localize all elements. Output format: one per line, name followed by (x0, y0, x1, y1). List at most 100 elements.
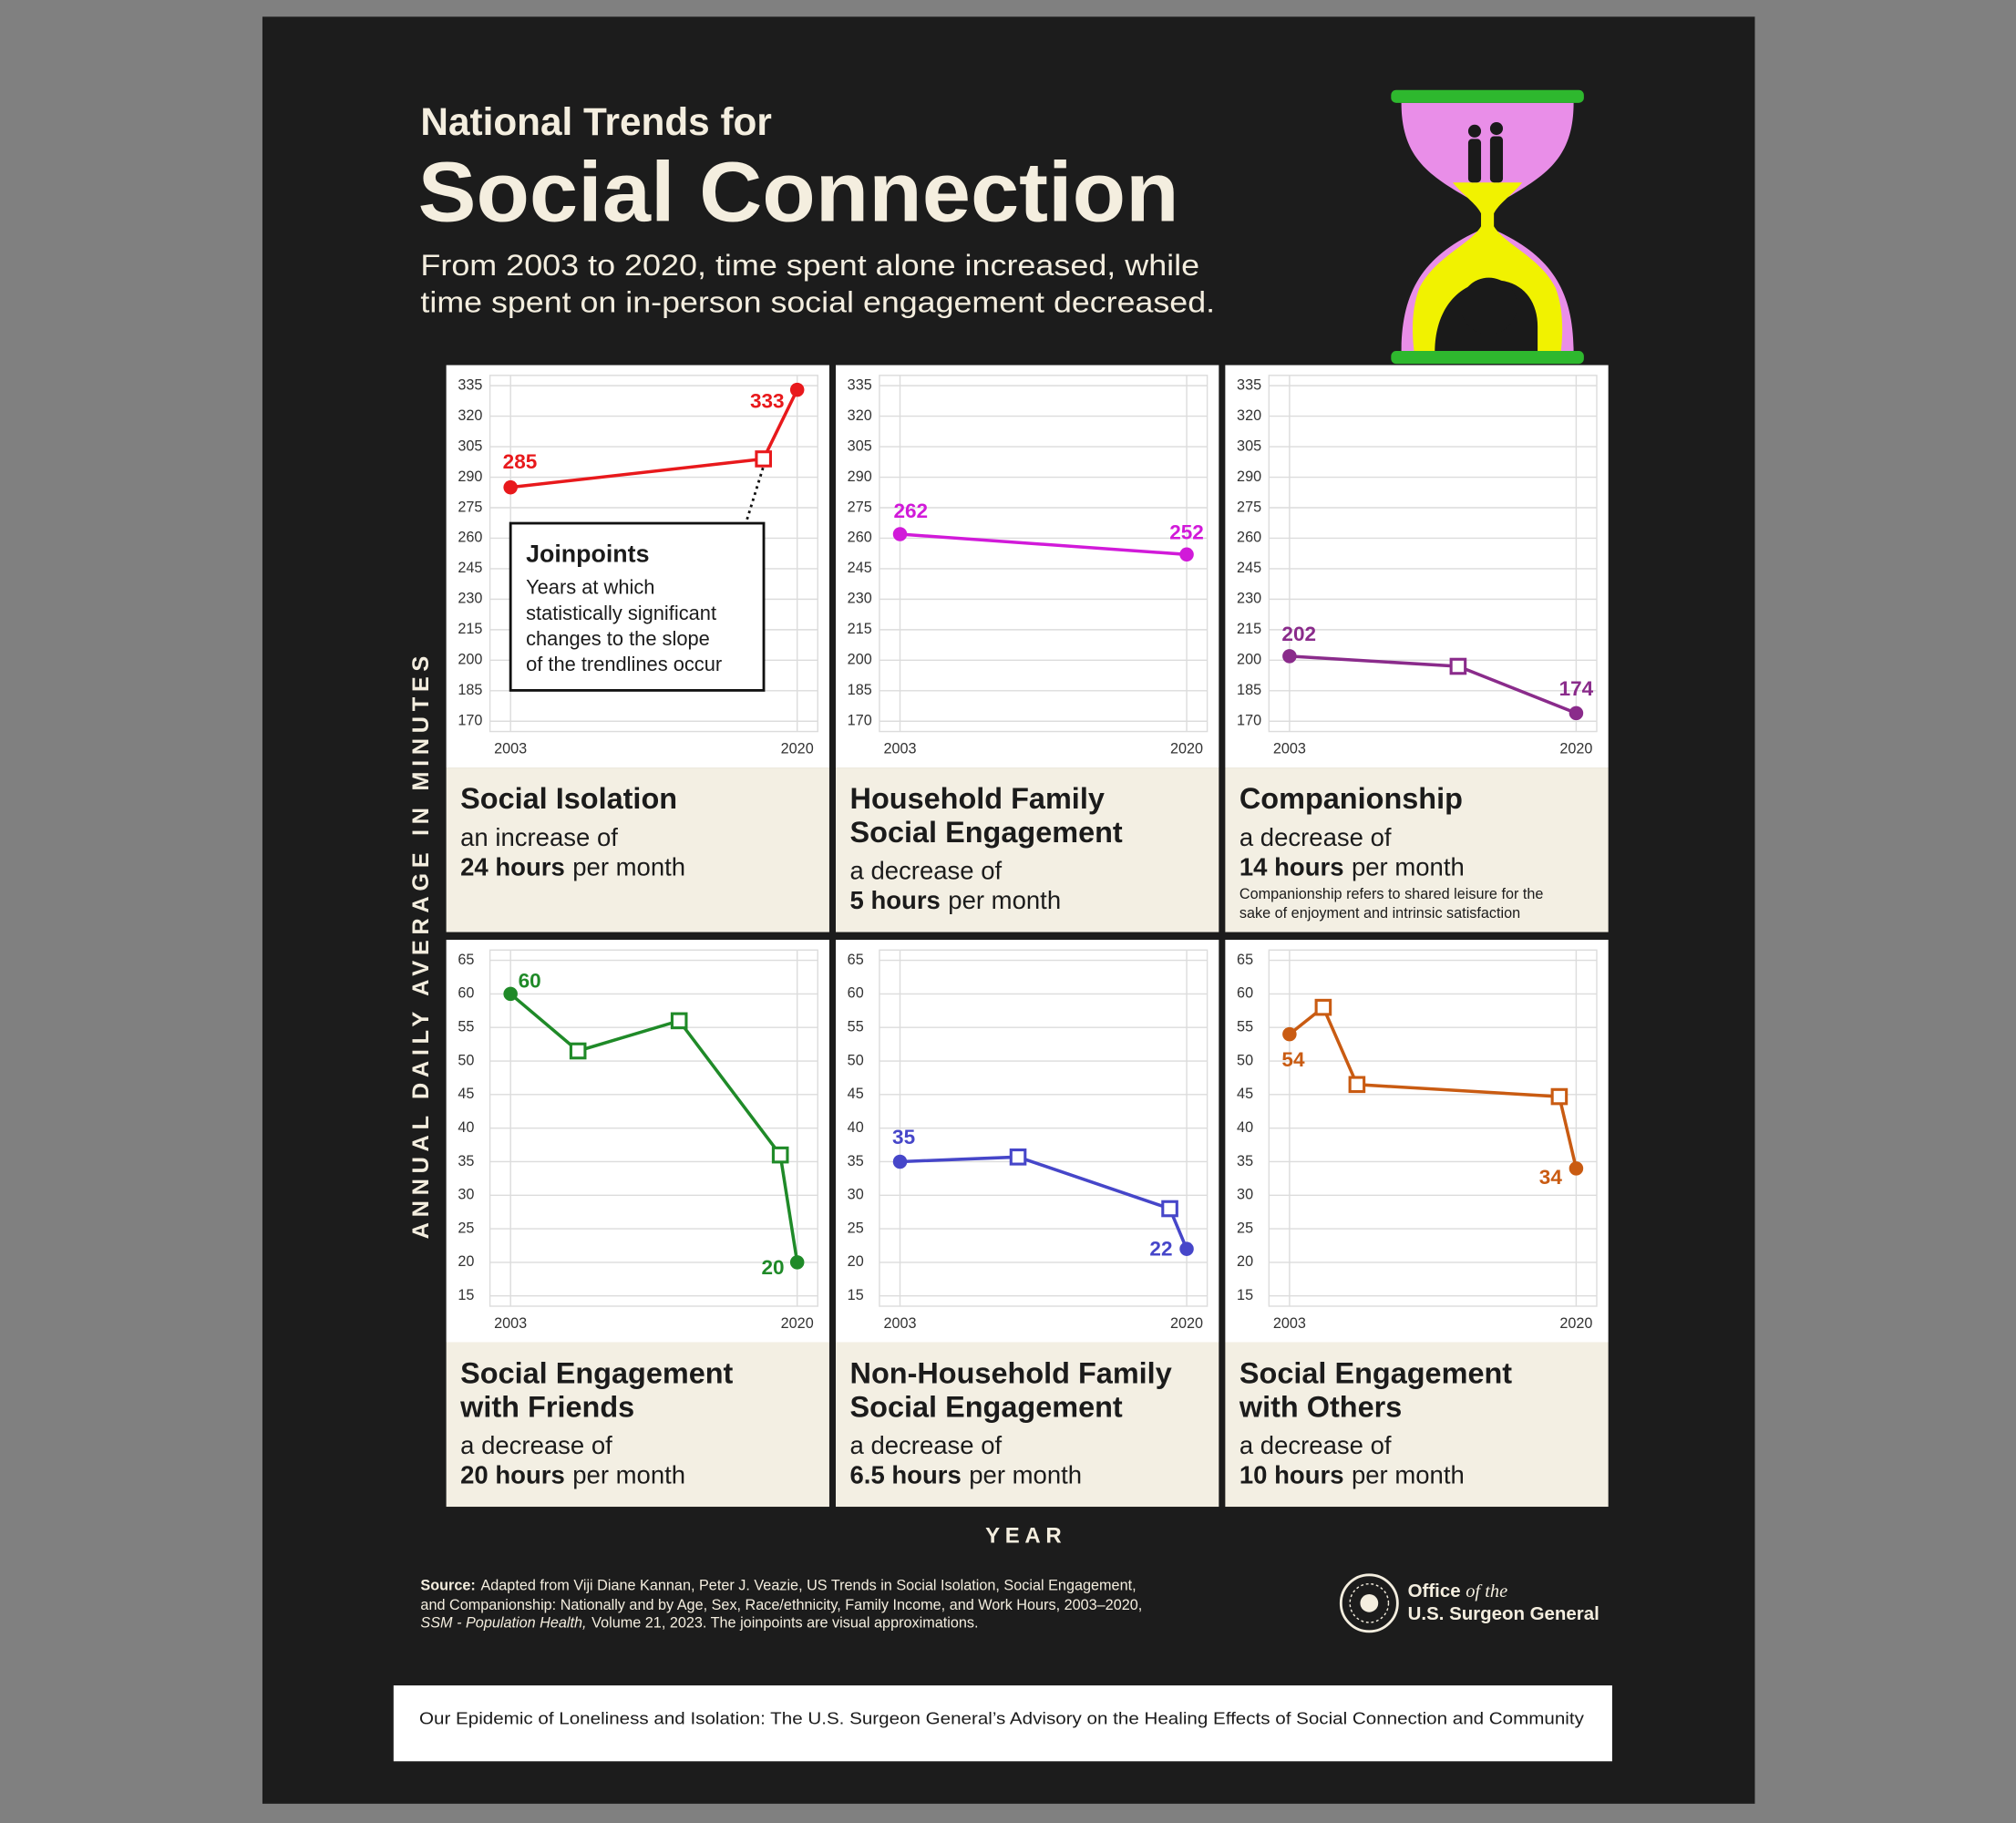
change-text: 6.5 hours per month (850, 1461, 1083, 1489)
source-line: and Companionship: Nationally and by Age… (420, 1597, 1142, 1613)
value-label: 252 (1169, 521, 1204, 544)
y-tick-label: 25 (1237, 1220, 1253, 1236)
y-tick-label: 230 (1237, 591, 1261, 607)
change-amount: 24 hours (460, 853, 565, 881)
y-tick-label: 320 (1237, 407, 1261, 424)
change-prefix: a decrease of (460, 1431, 612, 1459)
joinpoint-marker (755, 450, 772, 468)
value-label: 60 (519, 970, 541, 993)
x-axis-title: YEAR (985, 1524, 1066, 1549)
chart-panel: 15 20 25 30 35 40 45 50 55 60 65 2003 2020 54 34 Social… (1225, 940, 1609, 1508)
panel-title: with Others (1239, 1390, 1402, 1423)
chart-panel: 170 185 200 215 230 245 260 275 290 305 320 335 2003… (1225, 365, 1609, 932)
y-tick-label: 260 (1237, 530, 1261, 546)
y-tick-label: 305 (848, 438, 872, 454)
chart-panel: 15 20 25 30 35 40 45 50 55 60 65 2003 2020 35 22 Non-Ho… (836, 940, 1219, 1508)
x-tick-label: 2020 (781, 741, 814, 757)
value-label: 35 (892, 1126, 915, 1148)
value-label: 174 (1559, 677, 1594, 700)
y-tick-label: 230 (848, 591, 872, 607)
panel-title: Household Family (850, 782, 1105, 815)
value-label: 54 (1281, 1048, 1305, 1071)
change-prefix: a decrease of (850, 857, 1003, 885)
chart-panel: 15 20 25 30 35 40 45 50 55 60 65 2003 2020 60 20 Social… (446, 940, 829, 1508)
change-prefix: a decrease of (1239, 823, 1392, 851)
panel-title: Social Isolation (460, 782, 677, 815)
y-tick-label: 60 (848, 985, 864, 1002)
y-tick-label: 320 (848, 407, 872, 424)
y-tick-label: 200 (848, 652, 872, 668)
value-label: 22 (1149, 1238, 1172, 1261)
change-text: 5 hours per month (850, 886, 1062, 914)
y-tick-label: 25 (458, 1220, 474, 1236)
trend-line (900, 1155, 1188, 1250)
endpoint-marker (892, 1154, 908, 1169)
annotation-text: statistically significant (526, 602, 716, 624)
caption-background (1225, 1342, 1609, 1508)
y-tick-label: 185 (1237, 682, 1261, 698)
panel-title: with Friends (459, 1390, 634, 1423)
change-amount: 14 hours (1239, 853, 1344, 881)
joinpoint-marker (1314, 998, 1332, 1016)
endpoint-marker (1179, 1241, 1194, 1256)
joinpoint-marker (1550, 1087, 1569, 1106)
change-amount: 20 hours (460, 1461, 565, 1489)
x-tick-label: 2020 (1559, 741, 1592, 757)
y-tick-label: 40 (458, 1119, 474, 1136)
y-tick-label: 35 (458, 1153, 474, 1169)
x-tick-label: 2003 (883, 741, 916, 757)
endpoint-marker (1282, 1026, 1297, 1042)
y-tick-label: 45 (1237, 1086, 1253, 1102)
joinpoint-marker (1009, 1148, 1027, 1166)
value-label: 333 (750, 390, 785, 413)
y-tick-label: 200 (1237, 652, 1261, 668)
y-tick-label: 45 (848, 1086, 864, 1102)
change-text: 10 hours per month (1239, 1461, 1465, 1489)
endpoint-marker (892, 527, 908, 541)
plot-background (1225, 940, 1609, 1343)
change-prefix: a decrease of (850, 1431, 1003, 1459)
change-text: 20 hours per month (460, 1461, 685, 1489)
y-tick-label: 275 (848, 499, 872, 515)
y-tick-label: 290 (458, 469, 482, 485)
panel-title: Non-Household Family (850, 1357, 1172, 1390)
y-tick-label: 335 (458, 376, 482, 393)
y-tick-label: 170 (1237, 713, 1261, 729)
y-tick-label: 50 (848, 1052, 864, 1068)
x-tick-label: 2020 (781, 1315, 814, 1332)
source-journal: SSM - Population Health, (420, 1615, 586, 1632)
caption-background (836, 1342, 1219, 1508)
plot-frame (489, 375, 818, 733)
chart-grid: 1701852002152302452602752903053203352003… (446, 365, 1609, 1508)
endpoint-marker (503, 986, 518, 1002)
panel-note: Companionship refers to shared leisure f… (1239, 886, 1544, 902)
panel-title: Social Engagement (850, 1390, 1123, 1423)
y-tick-label: 170 (848, 713, 872, 729)
y-tick-label: 55 (1237, 1019, 1253, 1035)
source-text: Source: Adapted from Viji Diane Kannan, P… (420, 1578, 1136, 1594)
source-text: SSM - Population Health, Volume 21, 2023.… (420, 1615, 978, 1632)
x-tick-label: 2020 (1170, 741, 1203, 757)
y-tick-label: 305 (1237, 438, 1261, 454)
caption-background (446, 767, 829, 932)
caption-background (836, 767, 1219, 932)
y-tick-label: 335 (848, 376, 872, 393)
y-tick-label: 305 (458, 438, 482, 454)
y-tick-label: 20 (458, 1253, 474, 1270)
panel-title: Social Engagement (1239, 1357, 1512, 1390)
annotation-text: Years at which (526, 576, 654, 599)
caption-background (1225, 767, 1609, 932)
y-tick-label: 30 (1237, 1187, 1253, 1203)
y-tick-label: 60 (458, 985, 474, 1002)
footer-box (393, 1685, 1612, 1762)
y-tick-label: 170 (458, 713, 482, 729)
endpoint-marker (1282, 649, 1297, 664)
y-tick-label: 20 (1237, 1253, 1253, 1270)
subtitle: time spent on in-person social engagemen… (420, 286, 1215, 319)
annotation-leader (746, 465, 766, 520)
panel-title: Social Engagement (850, 816, 1123, 849)
change-suffix: per month (948, 886, 1061, 914)
y-tick-label: 65 (1237, 952, 1253, 968)
x-tick-label: 2003 (494, 1315, 527, 1332)
y-tick-label: 335 (1237, 376, 1261, 393)
